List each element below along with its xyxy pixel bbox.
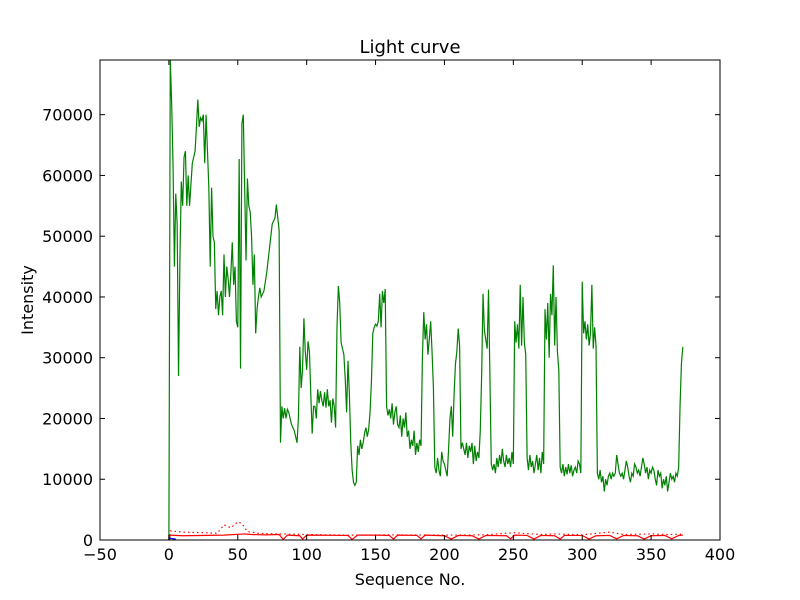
x-tick-label: −50 [83,545,117,564]
x-tick-label: 150 [360,545,391,564]
series-line-1 [168,533,683,540]
x-tick-label: 300 [567,545,598,564]
y-axis-label: Intensity [18,265,37,335]
y-tick-label: 50000 [42,227,93,246]
x-tick-label: 200 [429,545,460,564]
y-tick-label: 10000 [42,470,93,489]
plot-frame [99,59,721,541]
y-tick-label: 20000 [42,409,93,428]
x-tick-label: 50 [228,545,248,564]
x-tick-label: 100 [291,545,322,564]
series-line-3 [168,537,176,540]
x-tick-label: 0 [164,545,174,564]
series-layer [168,60,684,540]
chart-title: Light curve [359,37,460,58]
x-axis-label: Sequence No. [355,570,466,589]
series-line-2 [168,521,683,540]
x-tick-label: 350 [636,545,667,564]
y-tick-label: 60000 [42,166,93,185]
axes-layer: −50 0 50 100 150 200 250 300 350 4000100002000030… [42,60,735,564]
y-tick-label: 30000 [42,349,93,368]
y-tick-label: 70000 [42,106,93,125]
x-tick-label: 400 [705,545,736,564]
y-tick-label: 0 [83,531,93,550]
series-line-0 [168,60,684,540]
x-tick-label: 250 [498,545,529,564]
y-tick-label: 40000 [42,288,93,307]
